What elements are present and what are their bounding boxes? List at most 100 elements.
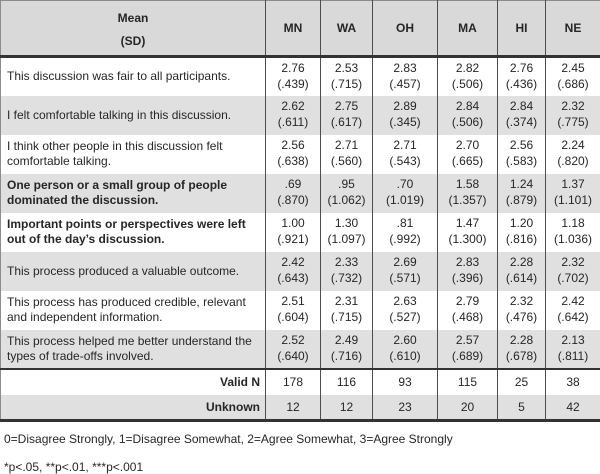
mean-sd-cell: 2.28 (.678) (497, 329, 546, 369)
question-row: Important points or perspectives were le… (1, 212, 600, 252)
mean-sd-cell: 2.63 (.527) (372, 290, 438, 330)
mean-sd-cell: 2.76 (.436) (497, 56, 546, 96)
mean-sd-cell: 1.37 (1.101) (545, 173, 600, 213)
mean-value: 2.45 (561, 61, 585, 76)
sd-value: (.436) (505, 76, 538, 91)
mean-value: .95 (338, 177, 355, 192)
mean-value: 1.58 (455, 177, 480, 192)
mean-value: 2.31 (334, 294, 359, 309)
mean-sd-cell: 2.75 (.617) (320, 95, 373, 135)
sd-value: (.715) (330, 310, 363, 324)
mean-sd-cell: 2.51 (.604) (265, 290, 321, 330)
mean-sd-cell: 2.83 (.396) (437, 251, 498, 291)
sd-value: (.617) (330, 115, 363, 129)
sd-value: (.611) (277, 115, 309, 129)
mean-value: 2.89 (393, 99, 417, 114)
summary-row: Valid N 178 116 93 115 25 38 (1, 368, 600, 395)
summary-value: 115 (437, 368, 498, 395)
mean-sd-cell: 2.62 (.611) (265, 95, 321, 135)
sd-value: (.775) (557, 115, 589, 129)
sd-value: (.527) (389, 310, 421, 324)
scale-footnote: 0=Disagree Strongly, 1=Disagree Somewhat… (4, 432, 453, 446)
mean-sd-cell: 2.56 (.638) (265, 134, 321, 174)
table-header: Mean (SD) MN WA OH MA HI NE (0, 0, 600, 57)
sd-value: (.439) (277, 76, 309, 91)
sd-value: (1.101) (553, 193, 593, 207)
mean-value: 2.69 (393, 255, 417, 270)
mean-value: 2.83 (455, 255, 480, 270)
summary-value: 93 (372, 368, 438, 395)
mean-sd-cell: 2.71 (.560) (320, 134, 373, 174)
summary-value: 23 (372, 394, 438, 421)
mean-value: 2.49 (334, 332, 359, 347)
sd-label: (SD) (120, 33, 146, 48)
mean-sd-cell: 1.30 (1.097) (320, 212, 373, 252)
sd-value: (1.062) (327, 193, 366, 207)
summary-value: 38 (545, 368, 600, 395)
mean-sd-cell: 2.42 (.642) (545, 290, 600, 330)
mean-value: 2.51 (281, 294, 305, 309)
mean-sd-cell: 2.71 (.543) (372, 134, 438, 174)
survey-results-table: Mean (SD) MN WA OH MA HI NE This discussion w… (0, 0, 600, 422)
mean-sd-cell: 2.53 (.715) (320, 56, 373, 96)
summary-rows-body: Valid N 178 116 93 115 25 38 Unknown 12 12 23 20 5 42 (0, 368, 600, 421)
question-label: One person or a small group of people do… (0, 173, 266, 213)
mean-sd-cell: 2.70 (.665) (437, 134, 498, 174)
mean-sd-cell: 1.58 (1.357) (437, 173, 498, 213)
sd-value: (.665) (451, 154, 484, 168)
mean-sd-cell: 2.49 (.716) (320, 329, 373, 369)
question-rows-body: This discussion was fair to all particip… (0, 56, 600, 369)
mean-value: 2.32 (509, 294, 534, 309)
sd-value: (.543) (389, 154, 421, 168)
mean-value: 2.70 (455, 138, 480, 153)
mean-value: 2.82 (455, 61, 480, 76)
sd-value: (.686) (557, 76, 589, 91)
summary-value: 42 (545, 394, 600, 421)
mean-value: 2.42 (561, 294, 585, 309)
sd-value: (.643) (277, 271, 309, 285)
summary-value: 20 (437, 394, 498, 421)
mean-value: 2.33 (334, 255, 359, 270)
mean-sd-cell: 2.24 (.820) (545, 134, 600, 174)
sd-value: (1.300) (448, 232, 487, 246)
mean-value: 2.83 (393, 61, 417, 76)
sd-value: (.715) (330, 76, 363, 91)
state-column-header: MN (265, 0, 321, 57)
mean-value: 1.20 (509, 216, 534, 231)
mean-value: 2.71 (393, 138, 417, 153)
mean-sd-cell: 2.84 (.374) (497, 95, 546, 135)
mean-sd-cell: 2.76 (.439) (265, 56, 321, 96)
question-label: This process produced a valuable outcome… (0, 251, 266, 291)
sd-value: (.640) (277, 348, 309, 363)
mean-value: 2.24 (561, 138, 585, 153)
mean-sd-cell: 2.52 (.640) (265, 329, 321, 369)
question-label: This process has produced credible, rele… (7, 295, 246, 324)
mean-sd-cell: .70 (1.019) (372, 173, 438, 213)
mean-sd-cell: 2.56 (.583) (497, 134, 546, 174)
sd-value: (1.036) (553, 232, 593, 246)
mean-sd-cell: 2.42 (.643) (265, 251, 321, 291)
sd-value: (.506) (451, 115, 484, 129)
mean-sd-cell: 2.31 (.715) (320, 290, 373, 330)
mean-sd-cell: 2.28 (.614) (497, 251, 546, 291)
sd-value: (.732) (330, 271, 363, 285)
sd-value: (.604) (277, 310, 309, 324)
summary-value: 5 (497, 394, 546, 421)
question-row: This discussion was fair to all particip… (1, 56, 600, 96)
mean-value: .69 (284, 177, 302, 192)
mean-value: 2.32 (561, 99, 585, 114)
mean-value: 2.79 (455, 294, 480, 309)
sd-value: (.345) (389, 115, 421, 129)
sd-value: (1.019) (385, 193, 425, 207)
sd-value: (.638) (277, 154, 309, 168)
mean-sd-cell: 2.83 (.457) (372, 56, 438, 96)
sd-value: (.816) (505, 232, 538, 246)
mean-sd-cell: 2.13 (.811) (545, 329, 600, 369)
footnotes: 0=Disagree Strongly, 1=Disagree Somewhat… (0, 422, 600, 474)
sd-value: (.571) (389, 271, 421, 285)
mean-value: 2.57 (455, 332, 480, 347)
state-column-header: MA (437, 0, 498, 57)
mean-value: 2.28 (509, 255, 534, 270)
summary-label: Unknown (0, 394, 266, 421)
state-column-header: OH (372, 0, 438, 57)
